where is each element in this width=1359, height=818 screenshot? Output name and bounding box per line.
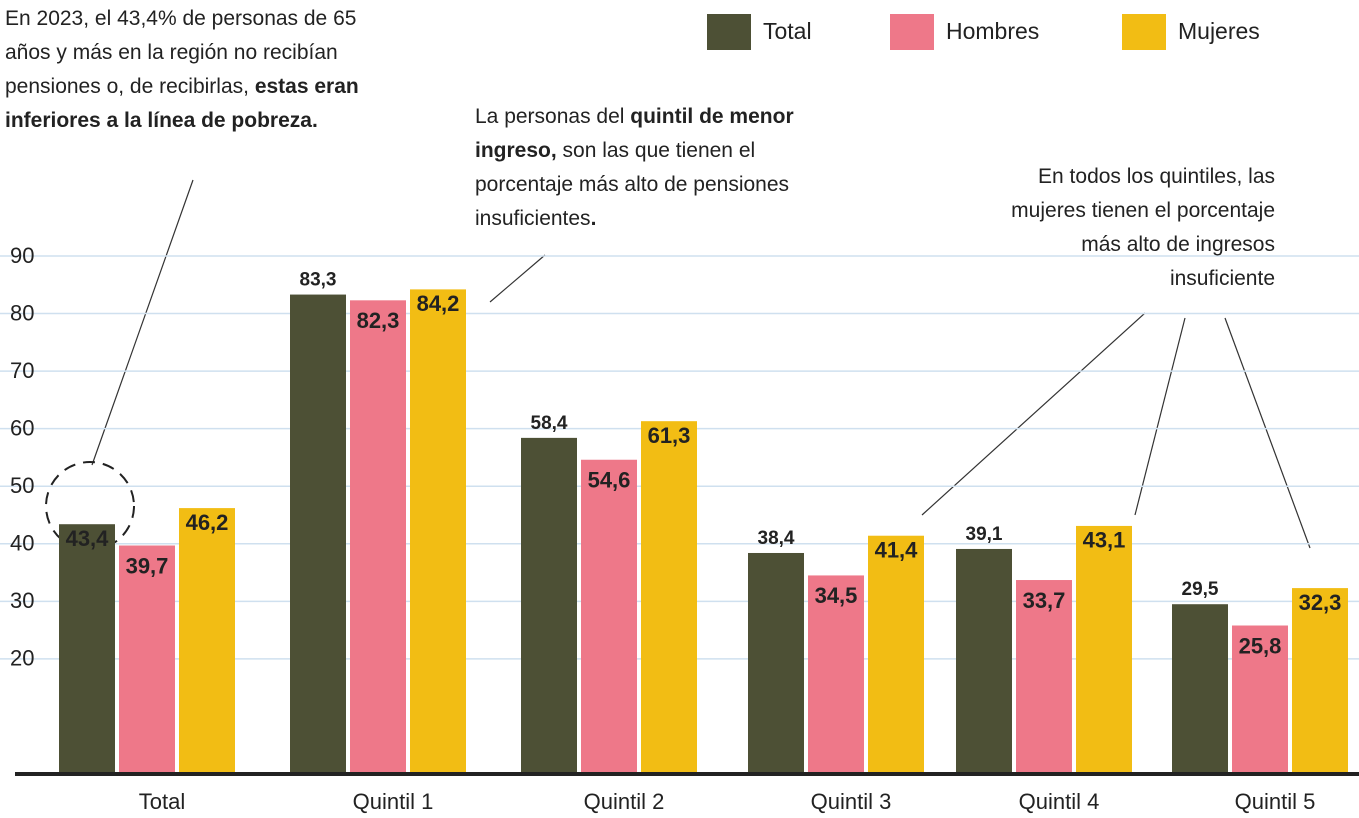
annotation-text: La personas del xyxy=(475,105,630,128)
bar xyxy=(748,553,804,774)
x-tick-label: Total xyxy=(139,789,185,814)
x-tick-label: Quintil 1 xyxy=(353,789,434,814)
bar xyxy=(641,421,697,774)
value-label: 61,3 xyxy=(648,423,691,448)
bar xyxy=(1172,604,1228,774)
legend-label: Hombres xyxy=(946,18,1039,44)
annotation-text: . xyxy=(591,207,597,230)
annotation-text: En todos los quintiles, las mujeres tien… xyxy=(1011,165,1275,290)
bar xyxy=(410,289,466,774)
value-label: 43,4 xyxy=(66,526,110,551)
legend-swatch xyxy=(707,14,751,50)
value-label: 83,3 xyxy=(300,270,337,291)
value-label: 54,6 xyxy=(588,468,631,493)
page: 20 30 40 50 60 70 80 90 43,4 39,7 46,2 Total 83,3 82,… xyxy=(0,0,1359,818)
value-label: 84,2 xyxy=(417,291,460,316)
value-label: 38,4 xyxy=(758,528,795,549)
annotation: En 2023, el 43,4% de personas de 65 años… xyxy=(5,2,383,138)
y-tick-label: 70 xyxy=(10,358,34,383)
value-label: 39,7 xyxy=(126,553,169,578)
bar xyxy=(350,300,406,774)
bar xyxy=(1076,526,1132,774)
y-tick-label: 40 xyxy=(10,531,34,556)
bar xyxy=(521,438,577,774)
value-label: 29,5 xyxy=(1182,579,1219,600)
x-tick-label: Quintil 5 xyxy=(1235,789,1316,814)
bar xyxy=(179,508,235,774)
bar xyxy=(290,295,346,774)
connector xyxy=(490,255,545,302)
value-label: 41,4 xyxy=(875,538,919,563)
y-tick-label: 20 xyxy=(10,646,34,671)
annotation: En todos los quintiles, las mujeres tien… xyxy=(975,160,1275,296)
connector xyxy=(92,180,193,465)
value-label: 43,1 xyxy=(1083,528,1126,553)
value-label: 82,3 xyxy=(357,308,400,333)
bar xyxy=(1292,588,1348,774)
legend-label: Total xyxy=(763,18,812,44)
y-tick-label: 30 xyxy=(10,588,34,613)
x-tick-label: Quintil 3 xyxy=(811,789,892,814)
y-tick-label: 90 xyxy=(10,243,34,268)
value-label: 32,3 xyxy=(1299,590,1342,615)
value-label: 25,8 xyxy=(1239,633,1282,658)
legend-swatch xyxy=(890,14,934,50)
value-label: 46,2 xyxy=(186,510,229,535)
legend-label: Mujeres xyxy=(1178,18,1260,44)
y-tick-label: 50 xyxy=(10,473,34,498)
x-tick-label: Quintil 2 xyxy=(584,789,665,814)
legend-swatch xyxy=(1122,14,1166,50)
value-label: 34,5 xyxy=(815,583,858,608)
x-tick-label: Quintil 4 xyxy=(1019,789,1100,814)
bar xyxy=(956,549,1012,774)
value-label: 39,1 xyxy=(966,524,1003,545)
connector xyxy=(1135,318,1185,515)
value-label: 33,7 xyxy=(1023,588,1066,613)
annotation: La personas del quintil de menor ingreso… xyxy=(475,100,855,236)
connector xyxy=(922,313,1145,515)
bar xyxy=(581,460,637,774)
y-tick-label: 60 xyxy=(10,415,34,440)
y-tick-label: 80 xyxy=(10,300,34,325)
bar xyxy=(59,524,115,774)
connector xyxy=(1225,318,1310,548)
bar xyxy=(119,546,175,774)
bar xyxy=(868,536,924,774)
value-label: 58,4 xyxy=(531,413,568,434)
